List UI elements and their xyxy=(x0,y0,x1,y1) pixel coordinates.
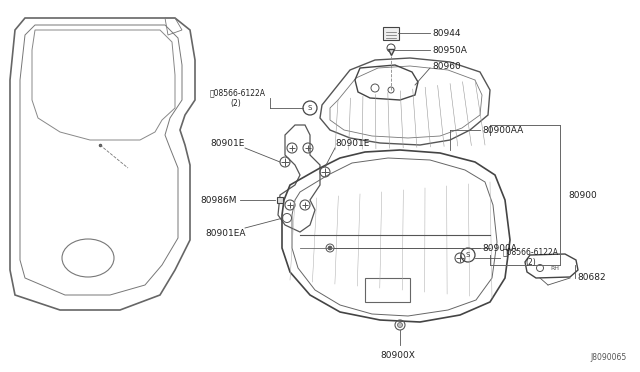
Text: 80950A: 80950A xyxy=(432,45,467,55)
Text: 80900AA: 80900AA xyxy=(482,125,524,135)
Text: 80900X: 80900X xyxy=(380,350,415,359)
Circle shape xyxy=(397,323,403,327)
FancyBboxPatch shape xyxy=(383,27,399,40)
Text: 80960: 80960 xyxy=(432,61,461,71)
Text: S: S xyxy=(308,105,312,111)
Text: 80901E: 80901E xyxy=(335,138,369,148)
Text: 80682: 80682 xyxy=(577,273,605,282)
Text: 80901E: 80901E xyxy=(210,138,244,148)
Text: (2): (2) xyxy=(525,259,536,267)
Text: RH: RH xyxy=(550,266,559,270)
Text: S: S xyxy=(466,252,470,258)
Text: Ⓜ08566-6122A: Ⓜ08566-6122A xyxy=(210,89,266,97)
Circle shape xyxy=(328,246,332,250)
Text: 80944: 80944 xyxy=(432,29,461,38)
Text: (2): (2) xyxy=(230,99,241,108)
Text: Ⓜ08566-6122A: Ⓜ08566-6122A xyxy=(503,247,559,257)
Text: 80901EA: 80901EA xyxy=(205,228,246,237)
Text: 80900: 80900 xyxy=(568,190,596,199)
Text: 80900A: 80900A xyxy=(482,244,517,253)
Text: 80986M: 80986M xyxy=(200,196,237,205)
Text: J8090065: J8090065 xyxy=(590,353,627,362)
